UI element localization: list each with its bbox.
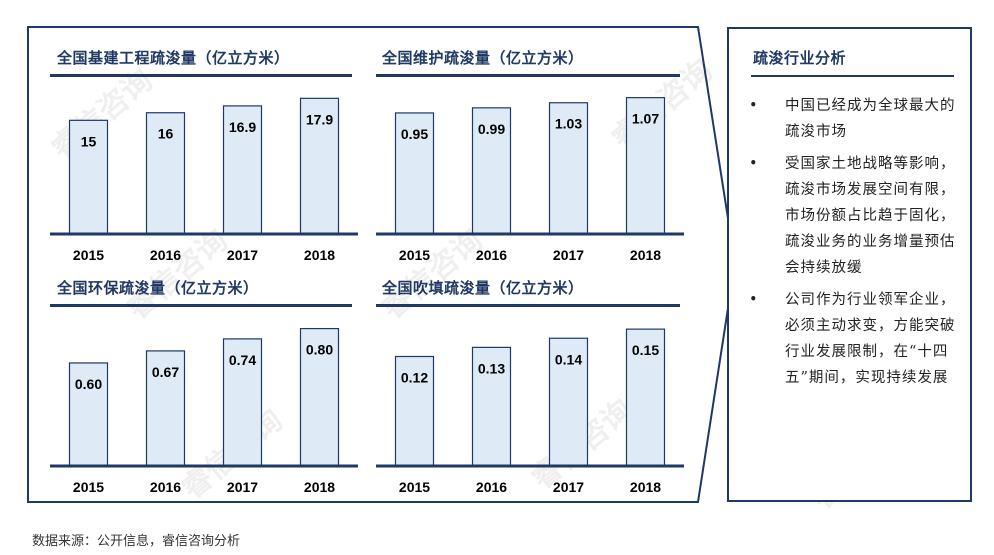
- bullet-icon: •: [749, 292, 759, 308]
- analysis-point: • 受国家土地战略等影响，疏浚市场发展空间有限，市场份额占比趋于固化，疏浚业务的业…: [749, 151, 961, 281]
- bar-2015: [394, 112, 435, 235]
- x-tick-2015: 2015: [399, 247, 430, 263]
- data-label-2018: 1.07: [632, 111, 659, 127]
- bar-2018: [625, 328, 666, 467]
- bullet-icon: •: [749, 156, 759, 172]
- data-label-2018: 17.9: [306, 111, 333, 127]
- analysis-panel: 疏浚行业分析 • 中国已经成为全球最大的疏浚市场 • 受国家土地战略等影响，疏浚市场…: [727, 27, 972, 502]
- data-label-2017: 0.74: [229, 352, 256, 368]
- data-label-2017: 16.9: [229, 119, 256, 135]
- x-tick-2016: 2016: [476, 479, 507, 495]
- chart-reclamation-dredging: 0.12 2015 0.13 2016 0.14 2017 0.15 2018: [376, 328, 684, 495]
- title-rule: [50, 304, 352, 307]
- x-tick-2018: 2018: [630, 247, 661, 263]
- data-label-2017: 0.14: [555, 351, 582, 367]
- chart-title-infrastructure: 全国基建工程疏浚量（亿立方米）: [57, 49, 290, 67]
- bar-2016: [145, 350, 186, 467]
- x-tick-2018: 2018: [304, 247, 335, 263]
- data-label-2016: 0.67: [152, 364, 179, 380]
- bar-2016: [471, 107, 512, 235]
- data-label-2016: 16: [158, 126, 174, 142]
- source-note: 数据来源：公开信息，睿信咨询分析: [32, 534, 241, 549]
- x-tick-2017: 2017: [553, 479, 584, 495]
- data-label-2015: 0.60: [75, 376, 102, 392]
- x-tick-2017: 2017: [553, 247, 584, 263]
- data-label-2018: 0.15: [632, 342, 659, 358]
- bar-2015: [68, 362, 109, 467]
- data-label-2015: 15: [81, 133, 97, 149]
- analysis-point: • 中国已经成为全球最大的疏浚市场: [749, 93, 961, 145]
- data-label-2016: 0.99: [478, 121, 505, 137]
- title-rule: [376, 74, 680, 77]
- analysis-title-rule: [751, 75, 954, 77]
- bar-2018: [299, 97, 340, 235]
- x-tick-2018: 2018: [304, 479, 335, 495]
- x-tick-2017: 2017: [227, 247, 258, 263]
- bar-2017: [548, 337, 589, 467]
- data-label-2015: 0.12: [401, 370, 428, 386]
- x-tick-2015: 2015: [73, 247, 104, 263]
- bar-2016: [145, 112, 186, 235]
- x-tick-2018: 2018: [630, 479, 661, 495]
- analysis-point: • 公司作为行业领军企业，必须主动求变，方能突破行业发展限制，在“十四五”期间，实…: [749, 287, 961, 391]
- title-rule: [50, 74, 352, 77]
- bar-2016: [471, 346, 512, 467]
- x-tick-2015: 2015: [73, 479, 104, 495]
- x-tick-2016: 2016: [150, 479, 181, 495]
- bullet-icon: •: [749, 98, 759, 114]
- chart-title-maintenance: 全国维护疏浚量（亿立方米）: [382, 49, 584, 67]
- data-label-2017: 1.03: [555, 116, 582, 132]
- x-tick-2017: 2017: [227, 479, 258, 495]
- data-label-2015: 0.95: [401, 126, 428, 142]
- chart-title-reclamation: 全国吹填疏浚量（亿立方米）: [382, 279, 584, 297]
- data-label-2016: 0.13: [478, 360, 505, 376]
- title-rule: [376, 304, 680, 307]
- x-tick-2016: 2016: [476, 247, 507, 263]
- chart-title-environmental: 全国环保疏浚量（亿立方米）: [57, 279, 259, 297]
- data-label-2018: 0.80: [306, 342, 333, 358]
- x-tick-2015: 2015: [399, 479, 430, 495]
- analysis-title: 疏浚行业分析: [753, 49, 847, 67]
- bar-2017: [548, 102, 589, 235]
- chart-infrastructure-dredging: 15 2015 16 2016 16.9 2017 17.9 2018: [50, 97, 358, 263]
- left-panel-arrow-frame: [27, 26, 737, 503]
- analysis-bullet-list: • 中国已经成为全球最大的疏浚市场 • 受国家土地战略等影响，疏浚市场发展空间有限，…: [749, 93, 961, 397]
- x-tick-2016: 2016: [150, 247, 181, 263]
- chart-environmental-dredging: 0.60 2015 0.67 2016 0.74 2017 0.80 2018: [50, 327, 358, 495]
- bar-2018: [299, 327, 340, 467]
- chart-maintenance-dredging: 0.95 2015 0.99 2016 1.03 2017 1.07 2018: [376, 97, 684, 263]
